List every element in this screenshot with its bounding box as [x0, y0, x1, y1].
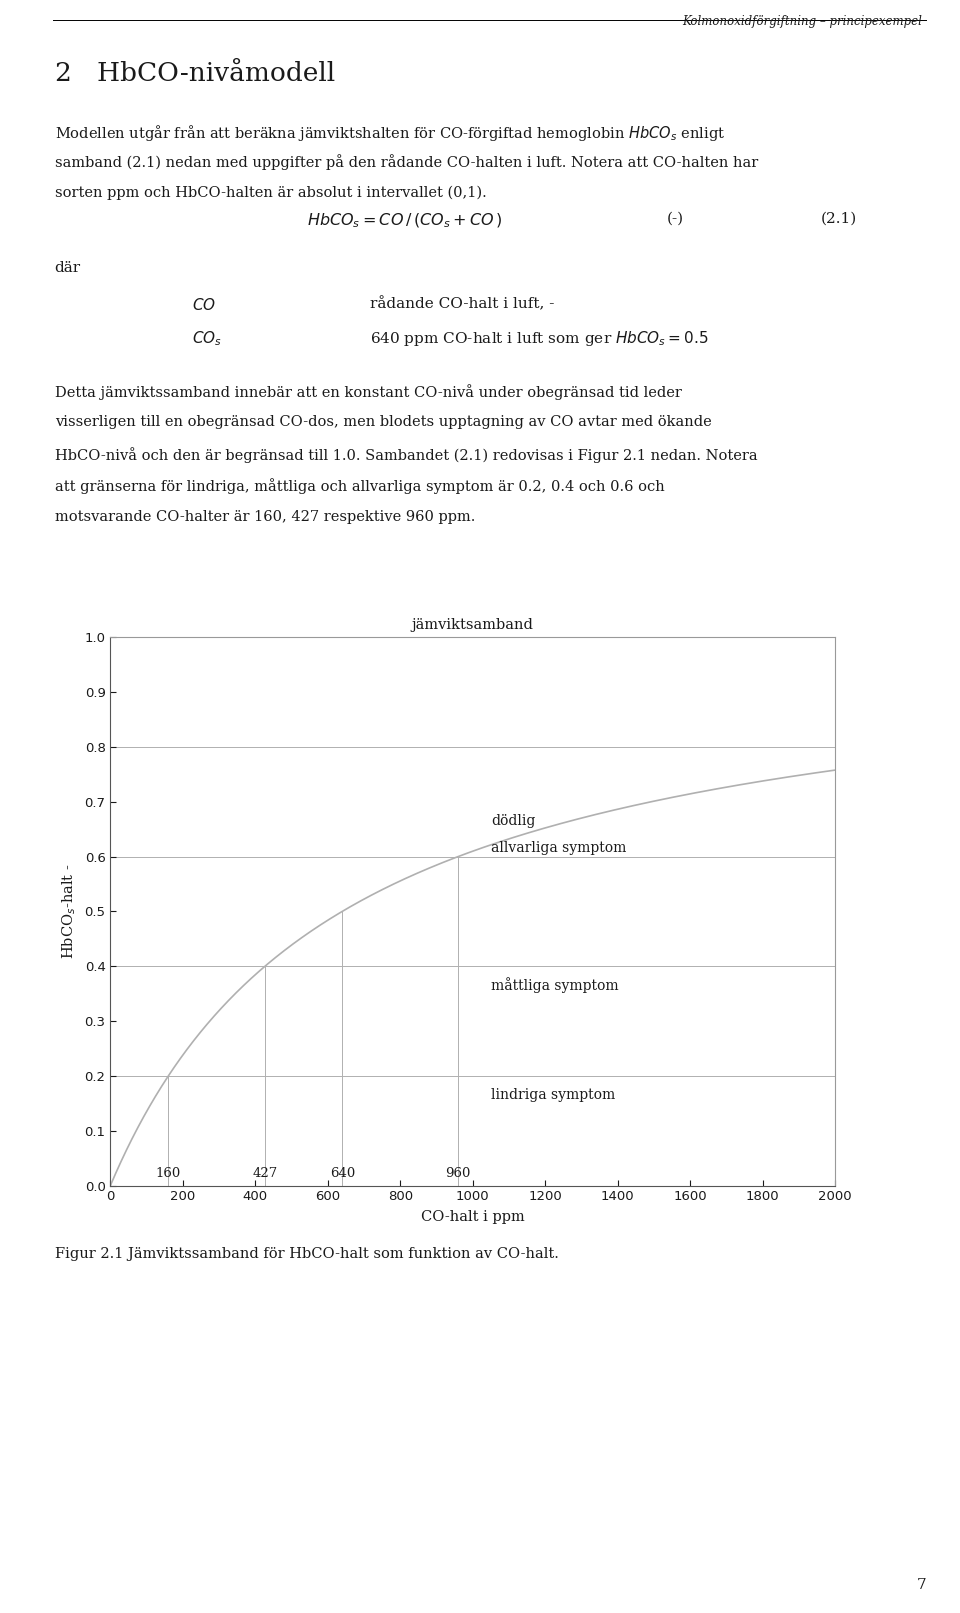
Text: 640 ppm CO-halt i luft som ger $HbCO_s = 0.5$: 640 ppm CO-halt i luft som ger $HbCO_s =… — [370, 329, 708, 348]
Text: Modellen utgår från att beräkna jämviktshalten för CO-förgiftad hemoglobin $HbCO: Modellen utgår från att beräkna jämvikts… — [55, 123, 725, 142]
Text: $CO$: $CO$ — [192, 297, 216, 313]
Text: lindriga symptom: lindriga symptom — [491, 1089, 615, 1102]
Text: rådande CO-halt i luft, -: rådande CO-halt i luft, - — [370, 297, 554, 311]
X-axis label: CO-halt i ppm: CO-halt i ppm — [420, 1210, 525, 1224]
Text: visserligen till en obegränsad CO-dos, men blodets upptagning av CO avtar med ök: visserligen till en obegränsad CO-dos, m… — [55, 415, 711, 429]
Text: 7: 7 — [917, 1578, 926, 1592]
Text: $HbCO_s = CO\,/\,(CO_s + CO\,)$: $HbCO_s = CO\,/\,(CO_s + CO\,)$ — [307, 211, 503, 229]
Title: jämviktsamband: jämviktsamband — [412, 618, 534, 632]
Text: 2   HbCO-nivåmodell: 2 HbCO-nivåmodell — [55, 61, 335, 85]
Text: 640: 640 — [329, 1168, 355, 1181]
Text: dödlig: dödlig — [491, 815, 536, 827]
Text: 427: 427 — [252, 1168, 277, 1181]
Text: Detta jämviktssamband innebär att en konstant CO-nivå under obegränsad tid leder: Detta jämviktssamband innebär att en kon… — [55, 384, 682, 400]
Text: (-): (-) — [667, 211, 684, 226]
Text: Figur 2.1 Jämviktssamband för HbCO-halt som funktion av CO-halt.: Figur 2.1 Jämviktssamband för HbCO-halt … — [55, 1247, 559, 1261]
Text: motsvarande CO-halter är 160, 427 respektive 960 ppm.: motsvarande CO-halter är 160, 427 respek… — [55, 510, 475, 524]
Text: sorten ppm och HbCO-halten är absolut i intervallet (0,1).: sorten ppm och HbCO-halten är absolut i … — [55, 185, 487, 200]
Text: (2.1): (2.1) — [821, 211, 857, 226]
Text: HbCO-nivå och den är begränsad till 1.0. Sambandet (2.1) redovisas i Figur 2.1 n: HbCO-nivå och den är begränsad till 1.0.… — [55, 447, 757, 463]
Text: samband (2.1) nedan med uppgifter på den rådande CO-halten i luft. Notera att CO: samband (2.1) nedan med uppgifter på den… — [55, 153, 758, 169]
Text: 960: 960 — [445, 1168, 471, 1181]
Text: 160: 160 — [156, 1168, 181, 1181]
Text: $CO_s$: $CO_s$ — [192, 329, 222, 348]
Text: att gränserna för lindriga, måttliga och allvarliga symptom är 0.2, 0.4 och 0.6 : att gränserna för lindriga, måttliga och… — [55, 477, 664, 494]
Text: måttliga symptom: måttliga symptom — [491, 977, 618, 994]
Text: allvarliga symptom: allvarliga symptom — [491, 842, 626, 855]
Text: där: där — [55, 261, 81, 276]
Text: Kolmonoxidförgiftning – principexempel: Kolmonoxidförgiftning – principexempel — [682, 16, 922, 29]
Y-axis label: HbCO$_s$-halt -: HbCO$_s$-halt - — [60, 863, 78, 960]
